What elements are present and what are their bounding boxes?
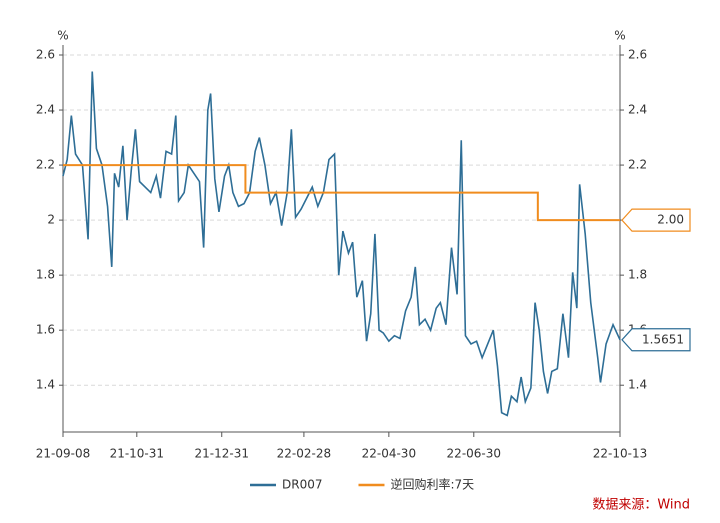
legend-label: 逆回购利率:7天 <box>390 477 474 492</box>
series-line <box>63 164 620 222</box>
x-tick-label: 22-06-30 <box>447 447 501 461</box>
series-line <box>62 71 621 417</box>
y2-tick-label: 1.8 <box>628 268 647 282</box>
x-tick-label: 22-02-28 <box>277 447 331 461</box>
y2-tick-label: 2.4 <box>628 103 647 117</box>
y-tick-label: 1.6 <box>36 323 55 337</box>
legend-label: DR007 <box>282 478 322 492</box>
end-label: 1.5651 <box>642 332 684 346</box>
x-tick-label: 22-04-30 <box>362 447 416 461</box>
end-label-box <box>621 328 691 352</box>
x-tick-label: 22-10-13 <box>593 447 647 461</box>
y-tick-label: 2 <box>47 213 55 227</box>
x-tick-label: 21-09-08 <box>36 447 90 461</box>
y-tick-label: 2.2 <box>36 158 55 172</box>
y-tick-label: 2.6 <box>36 48 55 62</box>
end-label: 2.00 <box>657 213 684 227</box>
y-tick-label: 2.4 <box>36 103 55 117</box>
x-tick-label: 21-12-31 <box>195 447 249 461</box>
y-tick-label: 1.4 <box>36 378 55 392</box>
y2-unit: % <box>614 29 625 43</box>
y2-tick-label: 1.4 <box>628 378 647 392</box>
y2-tick-label: 2.6 <box>628 48 647 62</box>
y-tick-label: 1.8 <box>36 268 55 282</box>
x-tick-label: 21-10-31 <box>110 447 164 461</box>
y-unit: % <box>57 29 68 43</box>
y2-tick-label: 2.2 <box>628 158 647 172</box>
source: 数据来源：Wind <box>592 498 690 513</box>
end-label-box <box>621 208 691 232</box>
